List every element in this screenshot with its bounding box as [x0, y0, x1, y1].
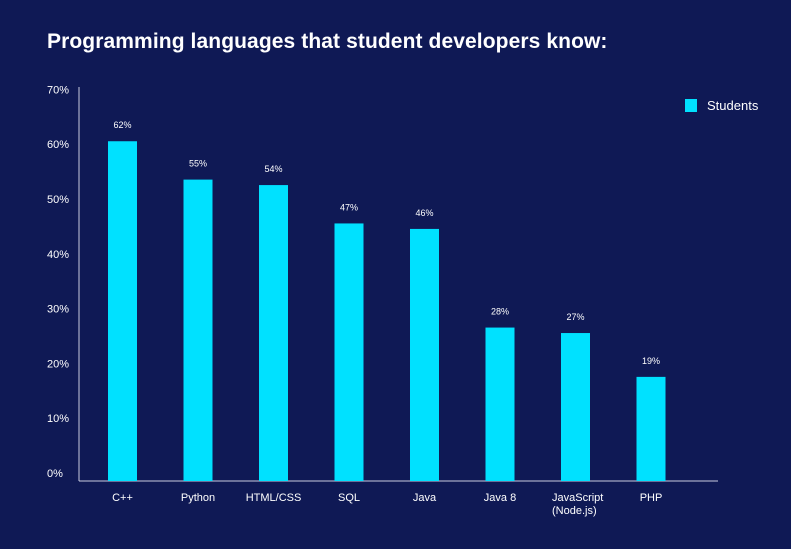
bar-java: [410, 228, 439, 481]
x-tick-label: PHP: [640, 492, 663, 504]
bar-html-css: [259, 185, 288, 481]
x-tick-label: Java 8: [484, 492, 516, 504]
data-label: 62%: [113, 120, 131, 130]
data-label: 47%: [340, 202, 358, 212]
x-tick-label-line: JavaScript: [552, 492, 603, 504]
data-label: 54%: [264, 164, 282, 174]
chart-title: Programming languages that student devel…: [47, 30, 608, 53]
y-tick-label: 10%: [47, 413, 69, 425]
y-tick-label: 20%: [47, 358, 69, 370]
x-tick-label: Java: [413, 492, 437, 504]
x-tick-label: JavaScript (Node.js): [552, 492, 603, 517]
data-label: 27%: [566, 312, 584, 322]
x-tick-label: C++: [112, 492, 133, 504]
x-tick-label-line: C++: [112, 492, 133, 504]
bar-javascript: [561, 333, 590, 481]
y-tick-label: 0%: [47, 468, 63, 480]
data-label: 46%: [415, 208, 433, 218]
y-tick-label: 40%: [47, 249, 69, 261]
legend-label: Students: [707, 98, 759, 113]
data-label: 55%: [189, 159, 207, 169]
x-tick-label-line: Java 8: [484, 492, 516, 504]
bar-python: [183, 179, 213, 481]
x-tick-label: SQL: [338, 492, 360, 504]
bar-c-: [108, 141, 137, 482]
x-tick-label-line: (Node.js): [552, 505, 597, 517]
y-tick-label: 60%: [47, 139, 69, 151]
x-tick-label-line: SQL: [338, 492, 360, 504]
y-tick-label: 30%: [47, 304, 69, 316]
data-label: 19%: [642, 356, 660, 366]
y-tick-label: 50%: [47, 194, 69, 206]
bar-java-8: [485, 327, 515, 481]
x-tick-label: HTML/CSS: [246, 492, 302, 504]
x-tick-label-line: PHP: [640, 492, 663, 504]
x-tick-label: Python: [181, 492, 215, 504]
bar-sql: [334, 223, 364, 481]
data-label: 28%: [491, 307, 509, 317]
x-tick-label-line: Java: [413, 492, 437, 504]
legend-swatch: [685, 99, 697, 112]
bar-php: [636, 376, 666, 481]
x-tick-label-line: HTML/CSS: [246, 492, 302, 504]
y-tick-label: 70%: [47, 84, 69, 96]
x-tick-label-line: Python: [181, 492, 215, 504]
